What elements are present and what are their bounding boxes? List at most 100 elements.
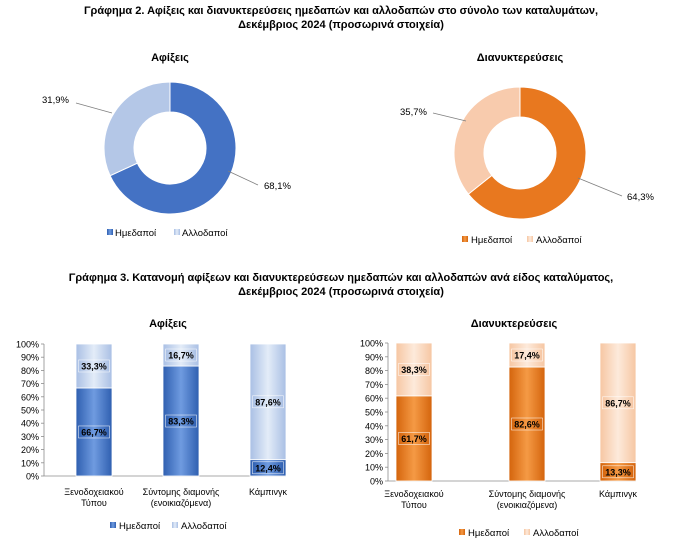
bar-arrivals-axis: 0% 10% 20% 30% 40% 50% 60% 70% 80% 90% 100% Ξενοδοχ… [16, 340, 288, 509]
data-label: 16,7% [168, 351, 194, 361]
y-tick-label: 80% [21, 366, 39, 376]
donut-arrivals-label-domestic: 68,1% [264, 181, 291, 192]
donut-arrivals-slice-domestic [109, 81, 237, 215]
y-tick-label: 0% [370, 477, 383, 487]
bar-overnight-bars: 61,7% 38,3% 82,6% 17,4% 13,3% 86,7% [395, 342, 637, 482]
donut-overnight-legend-swatch-domestic [462, 236, 468, 242]
y-tick-label: 60% [365, 394, 383, 404]
donut-overnight-label-domestic: 64,3% [627, 192, 654, 203]
category-label: Τύπου [401, 500, 427, 510]
donut-arrivals-title: Αφίξεις [151, 52, 189, 64]
bar-arrivals-title: Αφίξεις [149, 318, 187, 330]
bar-arrivals-legend-swatch-foreign [172, 522, 178, 528]
data-label: 83,3% [168, 417, 194, 427]
y-tick-label: 100% [360, 339, 383, 349]
data-label: 66,7% [81, 427, 107, 437]
y-tick-label: 40% [365, 421, 383, 431]
stacked-bar-chart-overnight-stays: Διανυκτερεύσεις 0% 10% 20% 30% 40% 50% 60% 70% 8… [360, 318, 638, 539]
stacked-bar-chart-arrivals: Αφίξεις 0% 10% 20% 30% 40% 50% 60% 70% 80% 90% 100… [16, 318, 288, 532]
data-label-box [78, 425, 110, 439]
donut-overnight-legend-swatch-foreign [527, 236, 533, 242]
figure-3-title-line2: Δεκέμβριος 2024 (προσωρινά στοιχεία) [238, 286, 444, 298]
data-label-box [165, 414, 197, 428]
donut-overnight-slice-foreign [453, 86, 521, 195]
donut-overnight-leader-foreign [432, 112, 467, 122]
donut-arrivals-legend-label-foreign: Αλλοδαποί [182, 228, 228, 239]
data-label-box [398, 432, 430, 445]
y-tick-label: 10% [365, 463, 383, 473]
data-label-box [78, 359, 110, 373]
y-tick-label: 10% [21, 458, 39, 468]
y-tick-label: 20% [21, 445, 39, 455]
y-tick-label: 0% [26, 472, 39, 482]
category-label: Ξενοδοχειακού [64, 487, 123, 497]
y-tick-label: 70% [365, 380, 383, 390]
y-tick-label: 80% [365, 366, 383, 376]
donut-overnight-label-foreign: 35,7% [400, 107, 427, 118]
category-label: Κάμπινγκ [599, 489, 637, 499]
category-label: Τύπου [81, 498, 107, 508]
bar-arrivals-legend-swatch-domestic [110, 522, 116, 528]
data-label: 13,3% [605, 467, 631, 477]
bar-overnight-legend-label-domestic: Ημεδαποί [468, 528, 510, 539]
category-label: Σύντομης διαμονής [489, 489, 566, 499]
y-tick-label: 50% [365, 408, 383, 418]
donut-arrivals-label-foreign: 31,9% [42, 95, 69, 106]
data-label-box [398, 363, 430, 376]
category-label: Κάμπινγκ [249, 487, 287, 497]
bar-arrivals-legend-label-foreign: Αλλοδαποί [181, 521, 227, 532]
donut-overnight-leader-domestic [577, 177, 623, 197]
donut-chart-arrivals: Αφίξεις 68,1% 31,9% Ημεδαποί Αλλοδαποί [42, 52, 291, 239]
donut-arrivals-legend-swatch-foreign [174, 229, 180, 235]
data-label-box [511, 348, 543, 362]
category-label: (ενοικιαζόμενα) [151, 498, 212, 508]
data-label: 87,6% [255, 397, 281, 407]
figure-2-title: Γράφημα 2. Αφίξεις και διανυκτερεύσεις η… [0, 4, 682, 32]
y-tick-label: 90% [365, 352, 383, 362]
donut-overnight-legend-label-domestic: Ημεδαποί [471, 235, 513, 246]
donut-arrivals-leader-domestic [227, 170, 259, 186]
bar-overnight-legend-swatch-foreign [524, 529, 530, 535]
donut-arrivals-slice-foreign [103, 81, 171, 177]
category-label: (ενοικιαζόμενα) [497, 500, 558, 510]
y-tick-label: 50% [21, 406, 39, 416]
y-tick-label: 70% [21, 379, 39, 389]
figure-3-title: Γράφημα 3. Κατανομή αφίξεων και διανυκτε… [0, 271, 682, 299]
category-label: Ξενοδοχειακού [384, 489, 443, 499]
data-label-box [602, 465, 634, 479]
data-label: 33,3% [81, 361, 107, 371]
donut-overnight-legend-label-foreign: Αλλοδαποί [536, 235, 582, 246]
figure-3-title-line1: Γράφημα 3. Κατανομή αφίξεων και διανυκτε… [68, 272, 614, 284]
figure-2-title-line2: Δεκέμβριος 2024 (προσωρινά στοιχεία) [238, 19, 444, 31]
category-label: Σύντομης διαμονής [143, 487, 220, 497]
data-label: 61,7% [401, 434, 427, 444]
data-label-box [602, 396, 634, 410]
y-tick-label: 60% [21, 392, 39, 402]
data-label: 12,4% [255, 463, 281, 473]
bar-overnight-title: Διανυκτερεύσεις [471, 318, 558, 330]
bar-overnight-axis: 0% 10% 20% 30% 40% 50% 60% 70% 80% 90% 100% Ξενοδοχ… [360, 339, 638, 511]
donut-arrivals-legend-label-domestic: Ημεδαποί [115, 228, 157, 239]
y-tick-label: 100% [16, 340, 39, 350]
data-label: 82,6% [514, 420, 540, 430]
bar-overnight-legend-swatch-domestic [459, 529, 465, 535]
bar-arrivals-legend-label-domestic: Ημεδαποί [119, 521, 161, 532]
data-label-box [252, 461, 284, 475]
y-tick-label: 30% [21, 432, 39, 442]
y-tick-label: 20% [365, 449, 383, 459]
data-label-box [252, 395, 284, 409]
y-tick-label: 40% [21, 419, 39, 429]
data-label: 17,4% [514, 351, 540, 361]
data-label-box [511, 417, 543, 431]
data-label: 38,3% [401, 365, 427, 375]
bar-arrivals-bars: 66,7% 33,3% 83,3% 16,7% 12,4% 87,6% [75, 343, 287, 477]
donut-arrivals-leader-foreign [75, 102, 113, 114]
donut-arrivals-legend-swatch-domestic [107, 229, 113, 235]
donut-overnight-slice-domestic [467, 86, 587, 220]
bar-overnight-legend-label-foreign: Αλλοδαποί [533, 528, 579, 539]
donut-chart-overnight-stays: Διανυκτερεύσεις 64,3% 35,7% Ημεδαποί Αλλ… [400, 52, 654, 246]
donut-overnight-title: Διανυκτερεύσεις [477, 52, 564, 64]
y-tick-label: 90% [21, 353, 39, 363]
data-label: 86,7% [605, 398, 631, 408]
